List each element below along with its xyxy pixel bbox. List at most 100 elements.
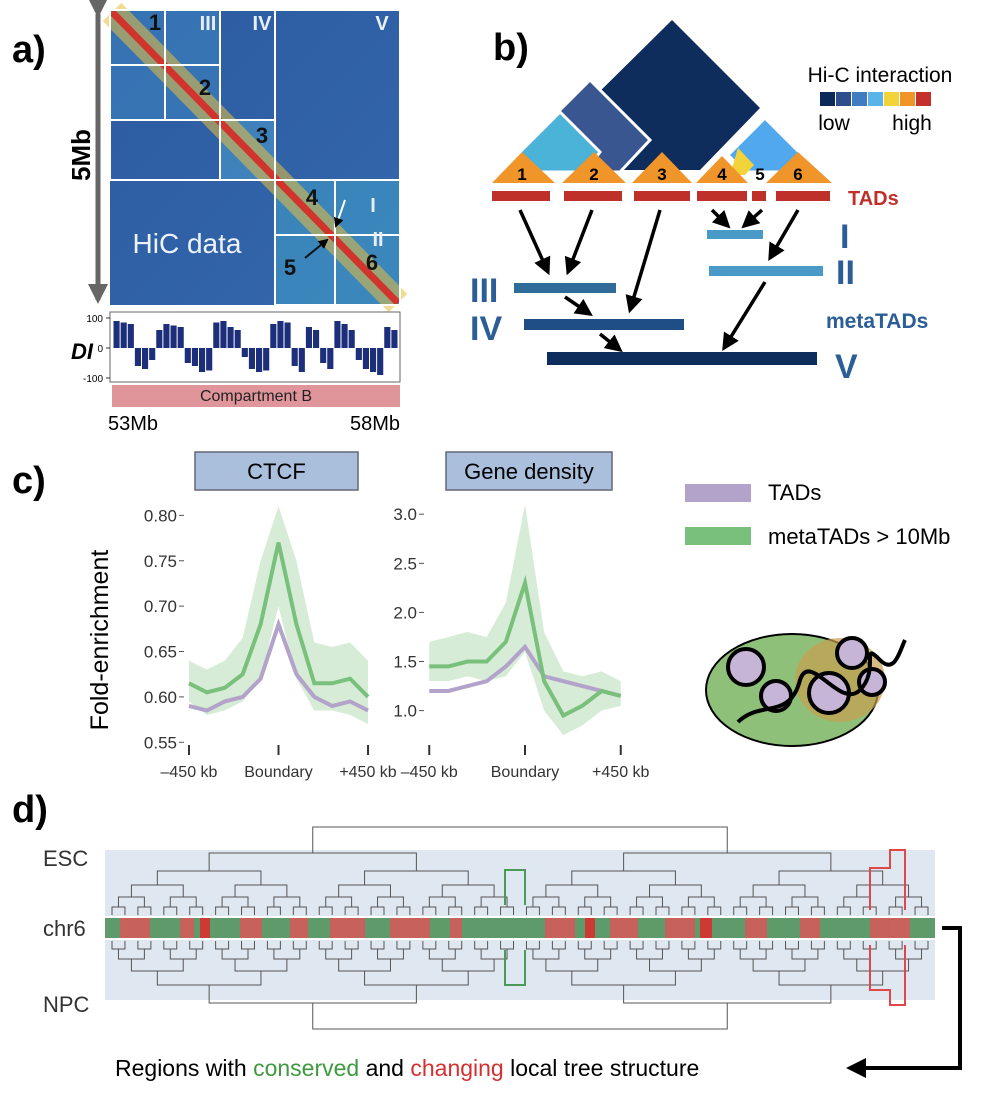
di-bar: [320, 348, 326, 363]
coordinate: 53Mb: [108, 413, 158, 435]
tad-label: 6: [793, 165, 802, 184]
data-label: HiC data: [133, 228, 242, 259]
metatad-label: V: [835, 348, 858, 386]
panel-label: c): [12, 460, 46, 502]
di-bar: [384, 327, 390, 348]
metatads-label: metaTADs: [826, 310, 928, 333]
coordinate: 58Mb: [350, 413, 400, 435]
metatad-label: V: [375, 13, 389, 35]
tad-label: 5: [284, 255, 296, 280]
di-bar: [292, 348, 298, 366]
metatad-label: I: [370, 195, 376, 217]
y-tick-label: 0.65: [144, 643, 177, 662]
figure: a) b) c) d) 5Mb 1 2 3 4 5 6 I II III IV …: [0, 0, 1001, 1088]
metatad-label: IV: [253, 13, 273, 35]
x-tick-label: +450 kb: [592, 764, 649, 781]
tad-label: 3: [256, 123, 268, 148]
metatad-label: III: [470, 272, 498, 310]
metatad-label: II: [372, 229, 383, 251]
caption-part: local tree structure: [504, 1055, 700, 1081]
tree-label: ESC: [43, 846, 88, 871]
tad-hierarchy: [492, 20, 832, 365]
di-bar: [277, 321, 283, 348]
di-bar: [334, 321, 340, 348]
di-frame: [110, 312, 400, 382]
di-bar: [206, 348, 212, 371]
y-tick-label: 3.0: [393, 505, 417, 524]
caption-part: Regions with: [115, 1055, 253, 1081]
caption: Regions with conserved and changing loca…: [115, 1055, 699, 1081]
di-bar: [135, 348, 141, 366]
caption-part: conserved: [253, 1055, 359, 1081]
y-tick-label: 0: [97, 344, 103, 355]
y-tick-label: 0.60: [144, 688, 177, 707]
di-bar: [299, 348, 305, 372]
di-bar: [199, 348, 205, 372]
di-bar: [270, 324, 276, 348]
legend-label: TADs: [768, 480, 821, 505]
legend-label: metaTADs > 10Mb: [768, 524, 950, 549]
chromosome-strip: [105, 918, 935, 938]
y-tick-label: 1.5: [393, 653, 417, 672]
y-tick-label: 0.80: [144, 506, 177, 525]
di-bar: [313, 330, 319, 348]
di-bar: [285, 323, 291, 349]
tad-label: 2: [589, 165, 598, 184]
di-bar: [228, 327, 234, 348]
legend-swatch: [685, 527, 751, 545]
x-tick-label: Boundary: [491, 764, 560, 781]
di-bar: [149, 348, 155, 360]
di-bar: [356, 348, 362, 360]
di-bar: [242, 348, 248, 357]
scale-low: low: [818, 112, 850, 135]
di-bar: [128, 324, 134, 348]
tad-label: 5: [755, 165, 764, 184]
di-bar: [342, 324, 348, 348]
dendrogram-branch: [313, 827, 727, 853]
scale-high: high: [892, 112, 932, 135]
y-tick-label: 2.5: [393, 554, 417, 573]
x-tick-label: –450 kb: [161, 764, 218, 781]
tree-background: [105, 940, 935, 1000]
di-bar: [391, 330, 397, 348]
chart-title: CTCF: [247, 459, 306, 484]
caption-part: changing: [410, 1055, 503, 1081]
x-tick-label: –450 kb: [401, 764, 458, 781]
dendrogram-branch: [313, 1003, 727, 1029]
panel-label: d): [12, 789, 48, 831]
metatad-label: II: [836, 254, 855, 292]
di-bar: [156, 330, 162, 348]
di-bar: [163, 324, 169, 348]
di-bar: [220, 321, 226, 348]
legend-swatch: [685, 484, 751, 502]
y-tick-label: -100: [83, 374, 103, 385]
heatmap: [110, 10, 400, 305]
di-bar: [213, 323, 219, 349]
color-scale: [820, 92, 931, 106]
tad-label: 2: [199, 75, 211, 100]
tad-label: 4: [306, 185, 319, 210]
di-bar: [263, 348, 269, 371]
tad-label: 1: [149, 10, 161, 35]
panel-label: b): [493, 27, 529, 69]
di-bar: [235, 330, 241, 348]
y-tick-label: 0.55: [144, 733, 177, 752]
di-bar: [363, 348, 369, 369]
di-bar: [142, 348, 148, 369]
di-bar: [121, 323, 127, 349]
tree-background: [105, 850, 935, 916]
di-bar: [327, 348, 333, 369]
legend-title: Hi-C interaction: [808, 64, 953, 87]
metatad-label: IV: [470, 310, 502, 348]
tree-label: NPC: [43, 992, 90, 1017]
cell-illustration: [706, 634, 905, 746]
y-tick-label: 0.75: [144, 552, 177, 571]
di-bar: [178, 327, 184, 348]
x-tick-label: Boundary: [244, 764, 313, 781]
di-bar: [377, 348, 383, 375]
tads-label: TADs: [848, 188, 899, 210]
size-label: 5Mb: [66, 129, 96, 181]
tad-label: 4: [717, 165, 727, 184]
di-bar: [192, 348, 198, 366]
metatad-label: I: [840, 218, 849, 256]
